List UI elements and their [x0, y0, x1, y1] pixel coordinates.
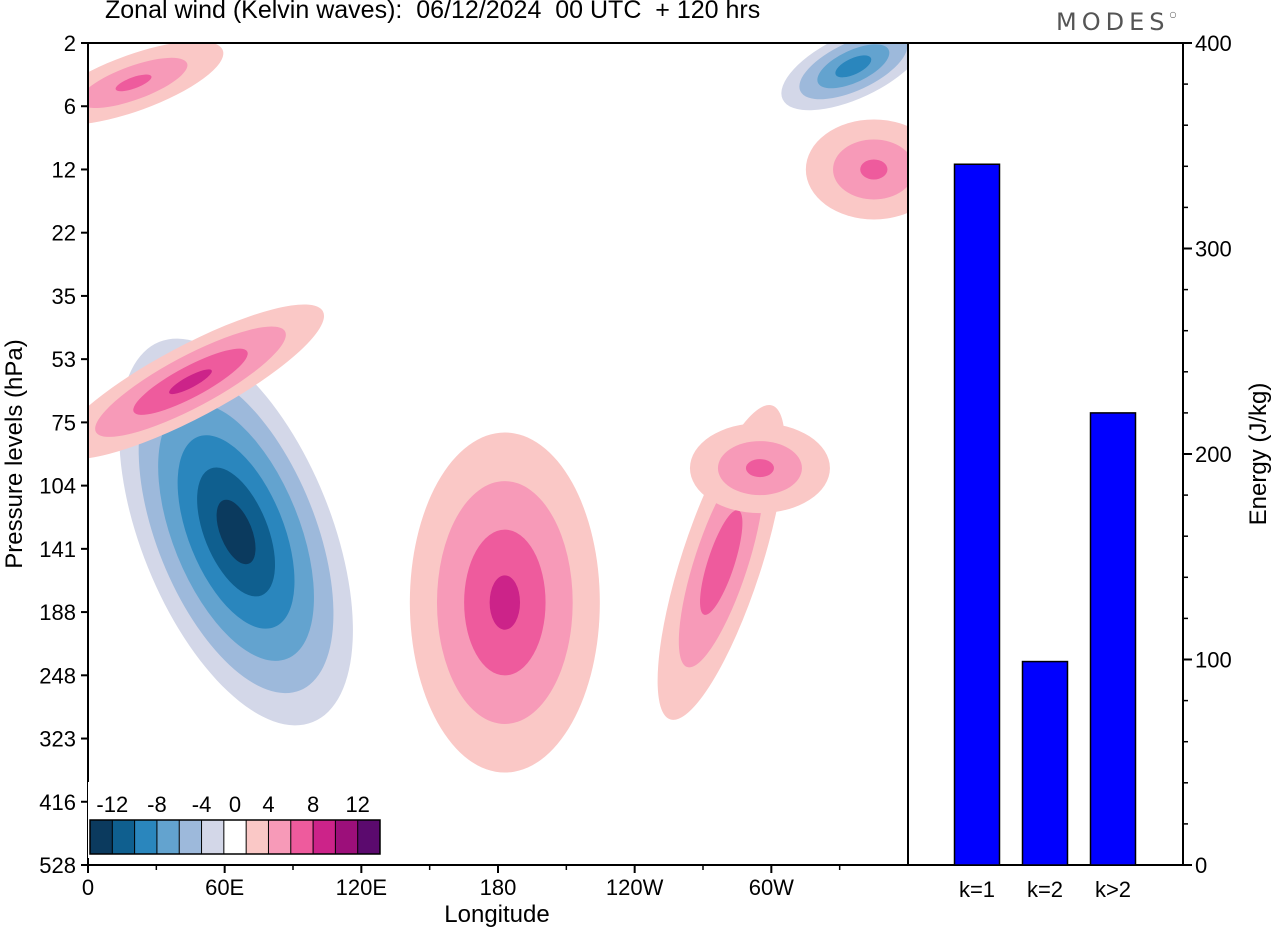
wind-anomaly — [88, 304, 325, 460]
pressure-tick-label: 248 — [39, 663, 76, 688]
colorbar-swatch — [156, 820, 180, 854]
wind-contour-level — [216, 499, 256, 565]
energy-axis: 0 100 200 300 400 — [1183, 31, 1232, 878]
heatmap-panel: 2 6 12 22 35 53 75 104 141 188 248 323 416 528 0 60E 12… — [1, 31, 909, 928]
brand-logo: MODES○ — [1056, 8, 1176, 36]
colorbar-swatch — [90, 820, 113, 854]
wind-anomaly — [805, 119, 908, 220]
wind-anomaly — [119, 338, 353, 726]
wind-anomaly — [689, 423, 830, 514]
wind-contour-level — [169, 369, 212, 395]
colorbar-swatch — [223, 820, 247, 854]
chart-title: Zonal wind (Kelvin waves): 06/12/2024 00… — [105, 0, 761, 24]
colorbar-swatch — [179, 820, 203, 854]
colorbar-swatch — [112, 820, 136, 854]
energy-tick-label: 100 — [1195, 648, 1232, 673]
longitude-tick-label: 0 — [82, 875, 94, 900]
wavenumber-label: k>2 — [1095, 877, 1131, 902]
energy-bar-panel: 0 100 200 300 400 k=1 k=2 k>2 Energy (J/kg) — [907, 31, 1272, 902]
pressure-tick-label: 12 — [52, 157, 76, 182]
pressure-tick-label: 75 — [52, 410, 76, 435]
energy-tick-label: 200 — [1195, 442, 1232, 467]
wind-contour-level — [700, 509, 743, 615]
colorbar: -12 -8 -4 0 4 8 12 — [88, 782, 382, 858]
colorbar-tick-label: -12 — [96, 792, 128, 817]
colorbar-swatch — [313, 820, 336, 854]
energy-bar — [1089, 412, 1137, 866]
wind-contour-level — [489, 575, 521, 630]
colorbar-swatch — [134, 820, 158, 854]
pressure-axis: 2 6 12 22 35 53 75 104 141 188 248 323 416 528 — [39, 31, 88, 878]
energy-tick-label: 400 — [1195, 31, 1232, 56]
x-axis-title: Longitude — [444, 901, 549, 928]
brand-name: MODES — [1056, 8, 1170, 36]
pressure-tick-label: 6 — [64, 94, 76, 119]
pressure-tick-label: 22 — [52, 221, 76, 246]
colorbar-frame — [89, 819, 381, 855]
pressure-tick-label: 53 — [52, 347, 76, 372]
colorbar-swatch — [201, 820, 225, 854]
pressure-tick-label: 528 — [39, 853, 76, 878]
wind-contour-level — [835, 55, 872, 78]
longitude-tick-label: 180 — [480, 875, 517, 900]
y-axis-title: Pressure levels (hPa) — [1, 339, 28, 568]
wind-anomaly — [409, 432, 600, 773]
energy-bars — [953, 163, 1137, 866]
wind-contour-level — [860, 159, 888, 180]
wavenumber-label: k=2 — [1027, 877, 1063, 902]
colorbar-tick-label: -8 — [147, 792, 167, 817]
colorbar-swatch — [357, 820, 381, 854]
colorbar-tick-label: 8 — [307, 792, 319, 817]
wind-contour-level — [115, 74, 152, 92]
longitude-tick-label: 120E — [336, 875, 387, 900]
pressure-tick-label: 323 — [39, 727, 76, 752]
colorbar-swatch — [290, 820, 314, 854]
colorbar-tick-label: 0 — [229, 792, 241, 817]
wind-contour-level — [745, 459, 774, 478]
colorbar-tick-label: 12 — [345, 792, 369, 817]
pressure-tick-label: 416 — [39, 790, 76, 815]
energy-tick-label: 0 — [1195, 853, 1207, 878]
pressure-tick-label: 141 — [39, 537, 76, 562]
wavenumber-label: k=1 — [959, 877, 995, 902]
pressure-tick-label: 104 — [39, 474, 76, 499]
longitude-tick-label: 60E — [205, 875, 244, 900]
colorbar-swatch — [246, 820, 269, 854]
registered-mark-icon: ○ — [1169, 10, 1177, 19]
pressure-tick-label: 35 — [52, 284, 76, 309]
wind-anomaly — [781, 43, 908, 111]
colorbar-tick-label: -4 — [192, 792, 212, 817]
colorbar-swatch — [268, 820, 292, 854]
longitude-tick-label: 60W — [749, 875, 794, 900]
energy-tick-label: 300 — [1195, 237, 1232, 262]
colorbar-swatch — [335, 820, 359, 854]
pressure-tick-label: 2 — [64, 31, 76, 56]
wavenumber-axis: k=1 k=2 k>2 — [959, 877, 1131, 902]
energy-bar — [953, 163, 1001, 866]
colorbar-tick-label: 4 — [262, 792, 274, 817]
wind-contours — [88, 43, 908, 773]
pressure-tick-label: 188 — [39, 600, 76, 625]
energy-bar — [1021, 660, 1069, 866]
longitude-tick-label: 120W — [606, 875, 664, 900]
energy-axis-title: Energy (J/kg) — [1245, 383, 1272, 526]
longitude-axis: 0 60E 120E 180 120W 60W — [82, 865, 841, 900]
